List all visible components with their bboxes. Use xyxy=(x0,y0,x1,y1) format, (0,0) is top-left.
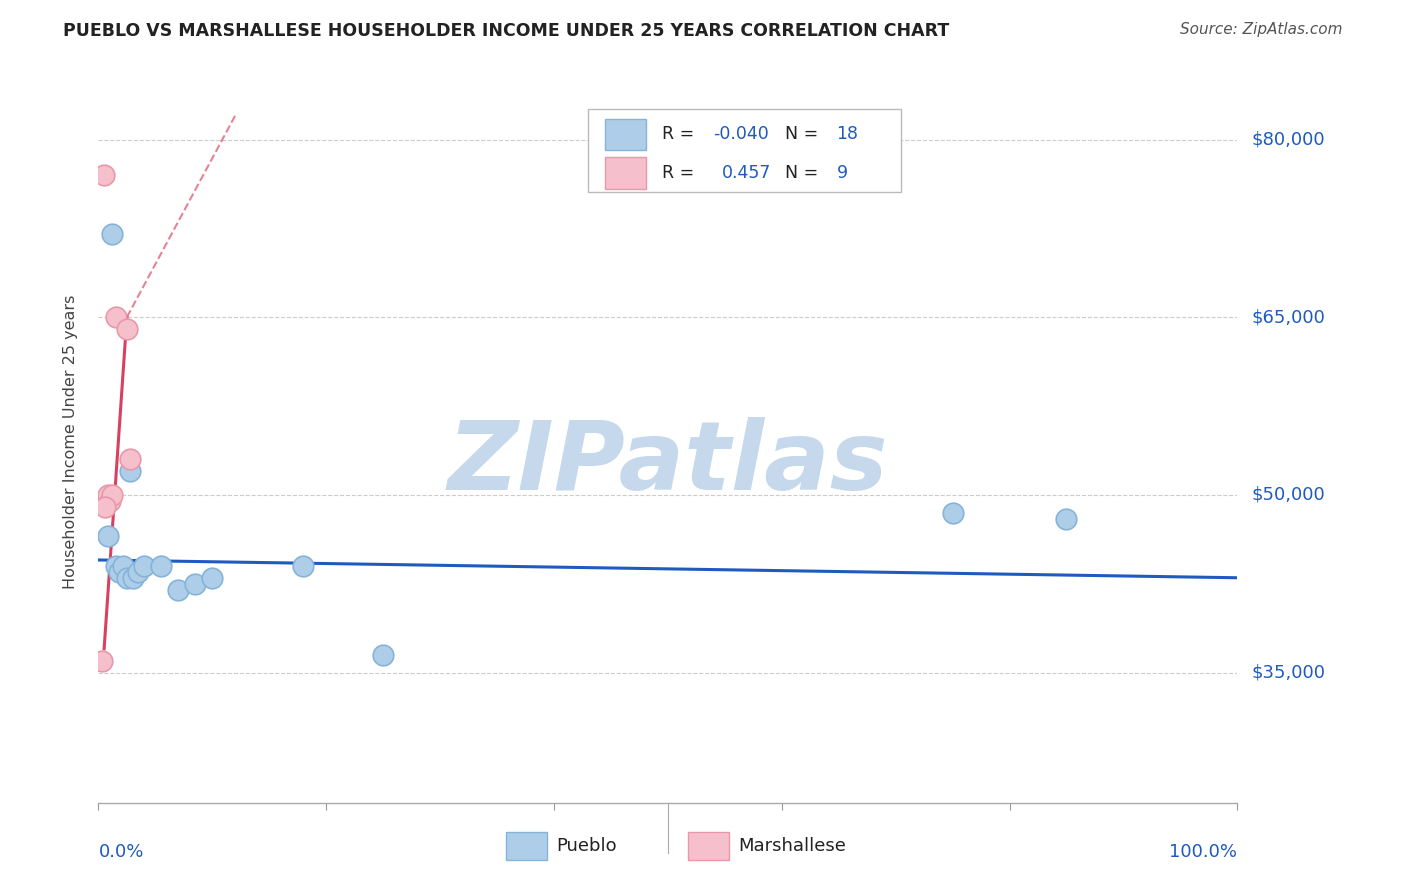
Point xyxy=(112,558,135,573)
Text: $80,000: $80,000 xyxy=(1251,130,1324,148)
Point xyxy=(101,227,124,242)
Point xyxy=(93,168,115,182)
Point xyxy=(115,322,138,336)
Point xyxy=(96,529,118,543)
FancyBboxPatch shape xyxy=(605,157,647,189)
Text: Marshallese: Marshallese xyxy=(738,838,846,855)
Text: $35,000: $35,000 xyxy=(1251,664,1326,681)
Text: 18: 18 xyxy=(837,126,859,144)
FancyBboxPatch shape xyxy=(588,109,901,193)
Text: R =: R = xyxy=(662,126,695,144)
FancyBboxPatch shape xyxy=(506,832,547,860)
Point xyxy=(108,565,131,579)
Text: 0.0%: 0.0% xyxy=(98,843,143,861)
Y-axis label: Householder Income Under 25 years: Householder Income Under 25 years xyxy=(63,294,77,589)
Point xyxy=(292,558,315,573)
Point xyxy=(94,500,117,514)
Text: Pueblo: Pueblo xyxy=(557,838,617,855)
Text: 9: 9 xyxy=(837,164,848,182)
Point xyxy=(101,488,124,502)
Point xyxy=(98,493,121,508)
Text: $65,000: $65,000 xyxy=(1251,308,1324,326)
Point xyxy=(120,464,142,478)
Point xyxy=(104,558,127,573)
Text: $50,000: $50,000 xyxy=(1251,486,1324,504)
Point xyxy=(120,452,142,467)
Point xyxy=(942,506,965,520)
Text: R =: R = xyxy=(662,164,695,182)
Point xyxy=(150,558,173,573)
Point xyxy=(201,571,224,585)
Point xyxy=(132,558,155,573)
Text: 0.457: 0.457 xyxy=(721,164,770,182)
Text: N =: N = xyxy=(785,164,818,182)
Point xyxy=(90,654,112,668)
Text: Source: ZipAtlas.com: Source: ZipAtlas.com xyxy=(1180,22,1343,37)
Text: ZIPatlas: ZIPatlas xyxy=(447,417,889,509)
Point xyxy=(184,576,207,591)
Text: N =: N = xyxy=(785,126,818,144)
Point xyxy=(167,582,190,597)
Point xyxy=(104,310,127,325)
Point xyxy=(121,571,143,585)
Point xyxy=(371,648,394,662)
Text: PUEBLO VS MARSHALLESE HOUSEHOLDER INCOME UNDER 25 YEARS CORRELATION CHART: PUEBLO VS MARSHALLESE HOUSEHOLDER INCOME… xyxy=(63,22,949,40)
Text: -0.040: -0.040 xyxy=(713,126,769,144)
Point xyxy=(115,571,138,585)
Point xyxy=(127,565,149,579)
FancyBboxPatch shape xyxy=(605,119,647,151)
FancyBboxPatch shape xyxy=(689,832,730,860)
Point xyxy=(1056,511,1078,525)
Text: 100.0%: 100.0% xyxy=(1170,843,1237,861)
Point xyxy=(96,488,118,502)
